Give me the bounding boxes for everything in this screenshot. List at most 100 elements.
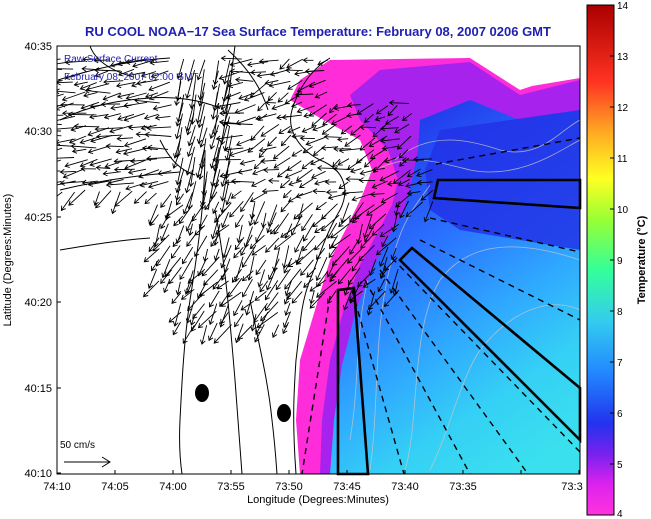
current-vector xyxy=(398,149,409,159)
current-vector xyxy=(152,104,172,111)
current-vector xyxy=(210,234,220,248)
current-vector xyxy=(401,112,413,122)
current-vector xyxy=(94,126,123,132)
current-vector xyxy=(220,312,229,325)
current-vector xyxy=(173,136,182,159)
current-vector xyxy=(271,324,280,338)
current-vector xyxy=(57,147,63,151)
current-vector xyxy=(184,169,193,194)
current-vector xyxy=(347,247,363,264)
current-vector xyxy=(358,177,376,184)
x-tick-label: 74:00 xyxy=(159,481,187,493)
current-vector xyxy=(93,67,121,73)
y-tick-labels: 40:35 40:30 40:25 40:20 40:15 40:10 xyxy=(24,41,52,480)
current-vector xyxy=(311,112,327,127)
current-vector xyxy=(57,135,62,137)
current-vector xyxy=(301,214,313,232)
current-vector xyxy=(338,214,352,228)
current-vector xyxy=(260,124,280,137)
current-vector xyxy=(240,192,254,213)
current-vector xyxy=(194,225,206,236)
current-vector xyxy=(341,190,363,196)
current-vector xyxy=(259,280,269,293)
current-vector xyxy=(256,312,279,328)
current-vector xyxy=(197,104,205,129)
current-vector xyxy=(198,214,208,230)
current-vector xyxy=(197,259,207,277)
current-vector xyxy=(171,292,182,305)
current-vector xyxy=(308,79,326,89)
current-vector xyxy=(83,91,98,98)
current-vector xyxy=(298,178,314,188)
current-vector xyxy=(144,192,157,205)
current-vector xyxy=(70,143,97,150)
current-vector xyxy=(295,191,313,199)
current-vector xyxy=(196,116,206,145)
current-vector xyxy=(187,223,194,237)
current-vector xyxy=(208,290,220,308)
current-vector xyxy=(57,68,74,70)
current-vector xyxy=(185,300,195,324)
transects xyxy=(301,137,582,476)
current-vector xyxy=(379,125,399,132)
current-vector xyxy=(173,215,184,227)
current-vector xyxy=(346,112,362,119)
current-vector xyxy=(118,68,135,77)
current-vector xyxy=(393,201,400,217)
current-vector xyxy=(224,120,253,127)
current-vector xyxy=(102,92,121,101)
current-vector xyxy=(216,280,229,290)
current-vector xyxy=(301,126,315,133)
current-vector xyxy=(349,168,362,174)
scale-arrow xyxy=(64,456,111,468)
current-vector xyxy=(250,314,257,332)
current-vector xyxy=(196,59,206,81)
current-vector xyxy=(377,278,386,293)
current-vector xyxy=(68,189,86,206)
x-tick-label: 74:10 xyxy=(43,481,71,493)
current-vector xyxy=(204,191,218,211)
current-vector xyxy=(336,136,349,143)
current-vector xyxy=(406,190,421,196)
current-vector xyxy=(105,143,124,150)
current-vector xyxy=(186,136,196,158)
current-vector xyxy=(89,113,109,120)
current-vector xyxy=(64,71,87,80)
colorbar-tick-label: 14 xyxy=(617,1,629,12)
colorbar-tick-labels: 14 13 12 11 10 9 8 7 6 5 4 xyxy=(617,1,629,519)
current-vector xyxy=(236,224,243,244)
current-vector xyxy=(249,191,268,203)
current-vector xyxy=(299,135,315,142)
current-vector xyxy=(174,179,182,201)
current-vector xyxy=(287,193,304,203)
current-vector xyxy=(317,59,329,66)
current-vector xyxy=(143,113,159,121)
current-vector xyxy=(57,127,74,130)
current-vector xyxy=(61,110,87,117)
current-vector xyxy=(182,192,194,215)
current-vector xyxy=(381,145,399,152)
current-vector xyxy=(260,212,267,229)
current-vector xyxy=(185,113,195,136)
current-vector xyxy=(314,225,326,233)
current-vector xyxy=(266,212,277,234)
current-vector xyxy=(222,237,230,259)
current-vector xyxy=(264,292,279,312)
current-vector xyxy=(301,160,313,170)
scale-label: 50 cm/s xyxy=(60,440,95,451)
current-vector xyxy=(277,92,289,103)
current-vector xyxy=(187,291,205,312)
current-vector xyxy=(80,165,97,172)
current-vector xyxy=(280,223,301,238)
current-vector xyxy=(87,180,110,187)
current-vector xyxy=(219,181,230,214)
current-vector xyxy=(225,192,232,206)
current-vectors xyxy=(57,55,434,345)
current-vector xyxy=(229,58,253,67)
current-vector xyxy=(291,101,303,108)
current-vector xyxy=(258,146,277,153)
current-vector xyxy=(57,93,64,97)
current-vector xyxy=(95,190,112,209)
current-vector xyxy=(220,291,242,307)
current-vector xyxy=(57,79,73,86)
